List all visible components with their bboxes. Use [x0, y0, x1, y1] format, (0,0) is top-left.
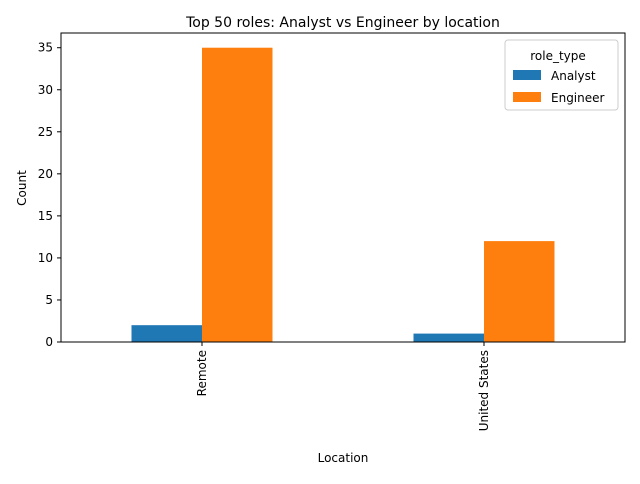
plot-area	[131, 47, 555, 342]
bar-engineer-united-states	[484, 241, 555, 342]
y-tick-label: 10	[38, 251, 53, 265]
legend-swatch-analyst	[513, 70, 541, 80]
legend-label-engineer: Engineer	[551, 91, 605, 105]
y-tick-label: 30	[38, 83, 53, 97]
legend-label-analyst: Analyst	[551, 69, 596, 83]
y-tick-label: 0	[45, 335, 53, 349]
bar-analyst-united-states	[413, 333, 484, 342]
x-tick-label: United States	[477, 350, 491, 431]
y-tick-label: 25	[38, 125, 53, 139]
x-axis-label: Location	[318, 451, 369, 465]
x-axis: Remote United States	[195, 342, 491, 431]
y-axis: 0 5 10 15 20 25 30 35	[38, 41, 61, 349]
y-tick-label: 15	[38, 209, 53, 223]
x-tick-label: Remote	[195, 350, 209, 396]
chart-title: Top 50 roles: Analyst vs Engineer by loc…	[185, 15, 500, 31]
legend-swatch-engineer	[513, 92, 541, 102]
y-tick-label: 20	[38, 167, 53, 181]
y-axis-label: Count	[15, 170, 29, 206]
bar-engineer-remote	[202, 47, 273, 342]
legend: role_type Analyst Engineer	[504, 39, 619, 111]
y-tick-label: 5	[45, 293, 53, 307]
bar-analyst-remote	[131, 325, 202, 342]
plot-frame	[60, 32, 626, 343]
legend-title: role_type	[530, 49, 586, 63]
y-tick-label: 35	[38, 41, 53, 55]
